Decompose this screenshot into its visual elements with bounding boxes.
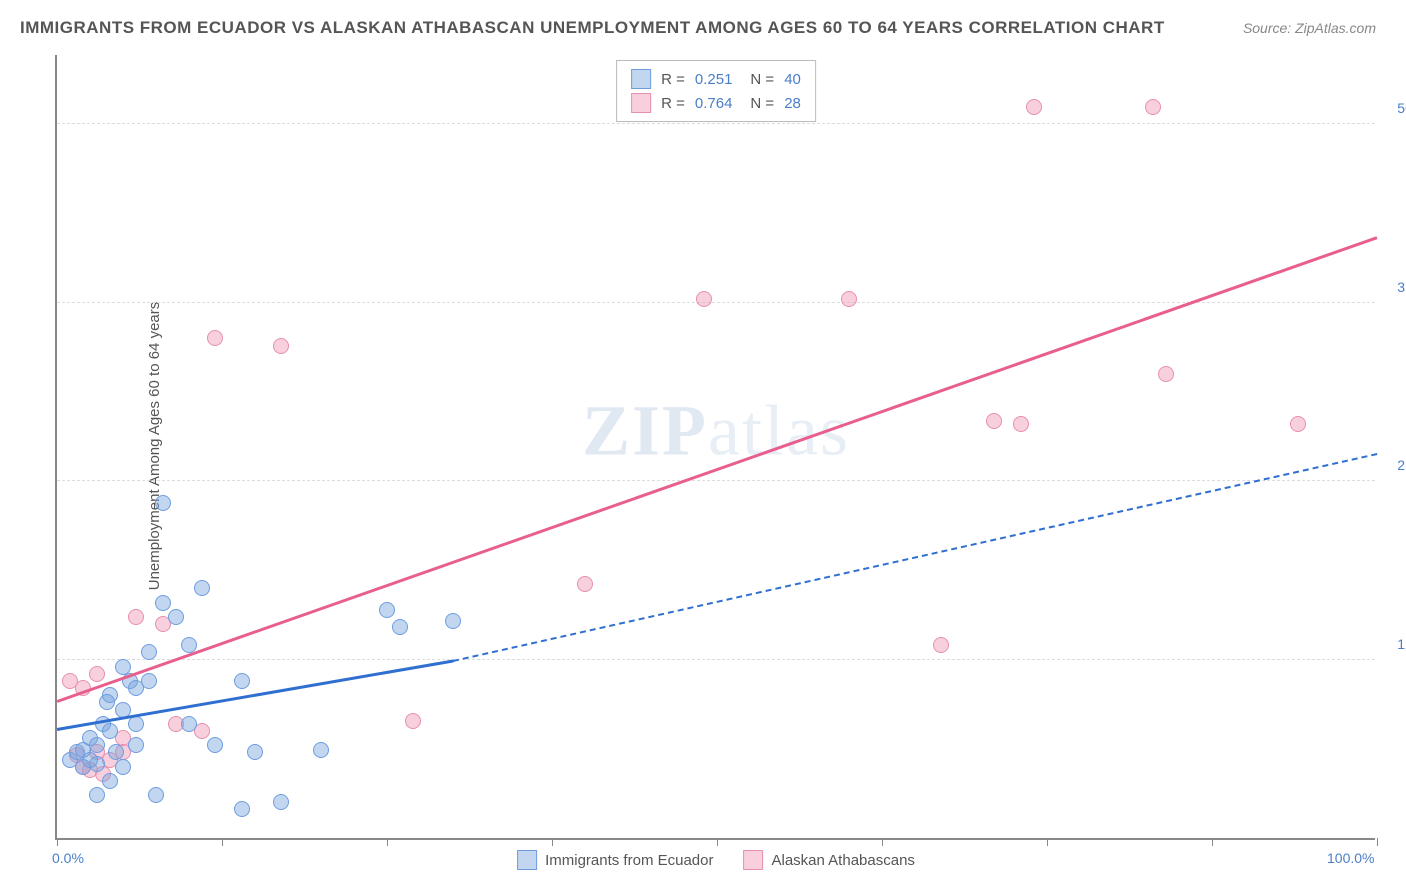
trend-line (453, 454, 1377, 663)
watermark: ZIPatlas (582, 389, 850, 472)
data-point (445, 613, 461, 629)
y-tick-label: 25.0% (1397, 457, 1406, 473)
data-point (89, 666, 105, 682)
data-point (128, 737, 144, 753)
correlation-legend: R = 0.251 N = 40 R = 0.764 N = 28 (616, 60, 816, 122)
data-point (986, 413, 1002, 429)
data-point (933, 637, 949, 653)
legend-swatch-pink (631, 93, 651, 113)
data-point (168, 609, 184, 625)
r-label: R = (661, 71, 685, 88)
x-axis-legend: Immigrants from Ecuador Alaskan Athabasc… (517, 850, 915, 870)
r-value-blue: 0.251 (695, 71, 733, 88)
data-point (273, 338, 289, 354)
series-label-blue: Immigrants from Ecuador (545, 852, 713, 869)
data-point (141, 644, 157, 660)
data-point (696, 291, 712, 307)
x-tick-label: 100.0% (1327, 850, 1374, 866)
data-point (207, 330, 223, 346)
data-point (141, 673, 157, 689)
data-point (155, 495, 171, 511)
data-point (155, 595, 171, 611)
x-tick-mark (882, 838, 883, 846)
data-point (405, 713, 421, 729)
data-point (181, 716, 197, 732)
x-tick-label: 0.0% (52, 850, 84, 866)
legend-swatch-pink (743, 850, 763, 870)
series-label-pink: Alaskan Athabascans (771, 852, 914, 869)
trend-line (57, 236, 1378, 702)
data-point (99, 694, 115, 710)
data-point (115, 759, 131, 775)
data-point (273, 794, 289, 810)
legend-row-blue: R = 0.251 N = 40 (631, 67, 801, 91)
gridline (57, 659, 1375, 660)
data-point (128, 609, 144, 625)
source-attribution: Source: ZipAtlas.com (1243, 20, 1376, 36)
n-value-pink: 28 (784, 95, 801, 112)
data-point (194, 580, 210, 596)
data-point (82, 752, 98, 768)
x-tick-mark (1212, 838, 1213, 846)
data-point (1145, 99, 1161, 115)
legend-swatch-blue (517, 850, 537, 870)
gridline (57, 123, 1375, 124)
n-label: N = (750, 71, 774, 88)
n-value-blue: 40 (784, 71, 801, 88)
data-point (392, 619, 408, 635)
x-tick-mark (387, 838, 388, 846)
data-point (1026, 99, 1042, 115)
y-tick-label: 37.5% (1397, 279, 1406, 295)
n-label: N = (750, 95, 774, 112)
data-point (841, 291, 857, 307)
legend-item-pink: Alaskan Athabascans (743, 850, 914, 870)
data-point (1158, 366, 1174, 382)
data-point (148, 787, 164, 803)
plot-area: ZIPatlas R = 0.251 N = 40 R = 0.764 N = … (55, 55, 1375, 840)
data-point (234, 673, 250, 689)
data-point (313, 742, 329, 758)
data-point (102, 773, 118, 789)
data-point (379, 602, 395, 618)
y-tick-label: 12.5% (1397, 636, 1406, 652)
data-point (89, 787, 105, 803)
gridline (57, 480, 1375, 481)
x-tick-mark (222, 838, 223, 846)
data-point (102, 723, 118, 739)
x-tick-mark (552, 838, 553, 846)
gridline (57, 302, 1375, 303)
chart-container: IMMIGRANTS FROM ECUADOR VS ALASKAN ATHAB… (0, 0, 1406, 892)
legend-swatch-blue (631, 69, 651, 89)
y-tick-label: 50.0% (1397, 100, 1406, 116)
r-value-pink: 0.764 (695, 95, 733, 112)
x-tick-mark (717, 838, 718, 846)
watermark-zip: ZIP (582, 390, 708, 470)
x-tick-mark (57, 838, 58, 846)
r-label: R = (661, 95, 685, 112)
data-point (234, 801, 250, 817)
chart-title: IMMIGRANTS FROM ECUADOR VS ALASKAN ATHAB… (20, 18, 1165, 38)
data-point (577, 576, 593, 592)
legend-item-blue: Immigrants from Ecuador (517, 850, 713, 870)
data-point (1013, 416, 1029, 432)
data-point (247, 744, 263, 760)
x-tick-mark (1047, 838, 1048, 846)
data-point (207, 737, 223, 753)
x-tick-mark (1377, 838, 1378, 846)
legend-row-pink: R = 0.764 N = 28 (631, 91, 801, 115)
data-point (128, 716, 144, 732)
data-point (1290, 416, 1306, 432)
